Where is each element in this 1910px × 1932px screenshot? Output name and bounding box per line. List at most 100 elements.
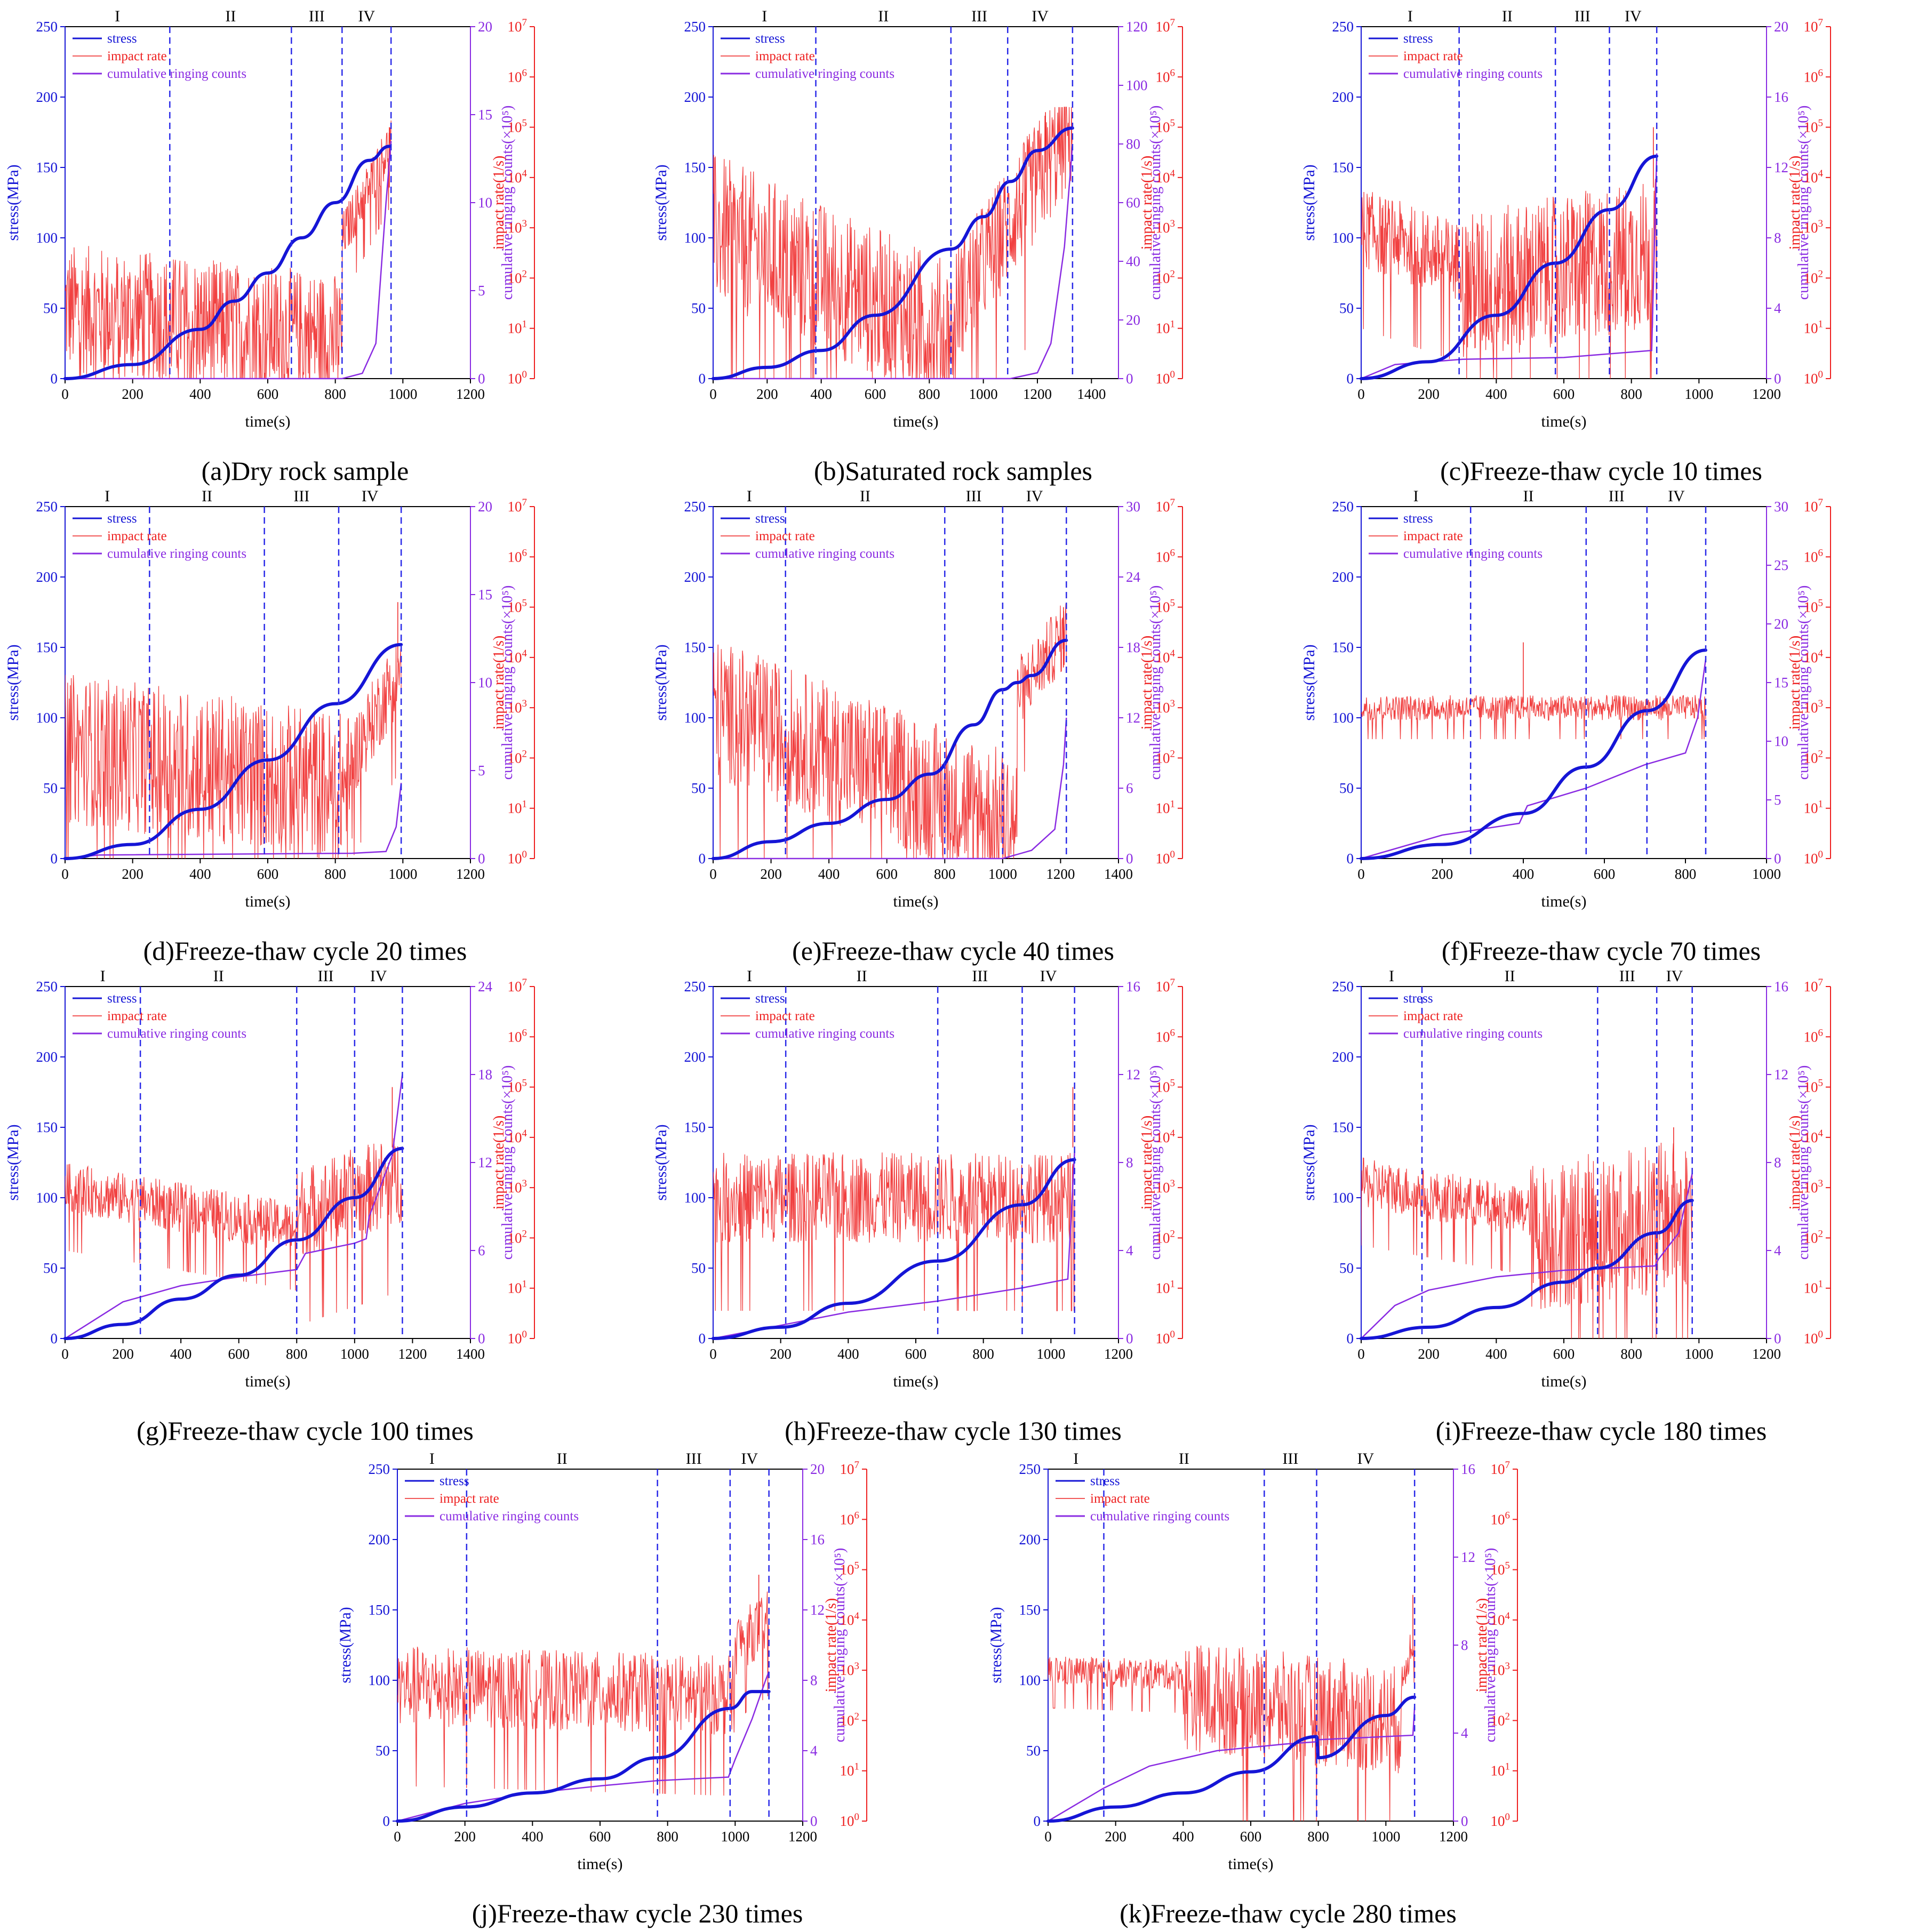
x-tick-label: 600 <box>257 866 279 882</box>
stress-tick-label: 150 <box>369 1602 390 1618</box>
legend-label: impact rate <box>439 1492 499 1506</box>
legend-label: cumulative ringing counts <box>107 1027 246 1041</box>
legend-label: cumulative ringing counts <box>107 547 246 561</box>
impact-rate-line <box>713 1152 1075 1311</box>
x-tick-label: 800 <box>1307 1829 1329 1845</box>
impact-axis-title: impact rate(1/s) <box>1787 636 1803 729</box>
stress-line <box>63 145 391 380</box>
stress-line <box>712 1158 1076 1340</box>
x-tick-label: 0 <box>709 1346 717 1362</box>
stage-label: II <box>878 7 889 25</box>
x-tick-label: 1200 <box>1023 386 1052 402</box>
impact-tick-label: 105 <box>508 1078 527 1095</box>
impact-tick-label: 101 <box>1156 319 1175 336</box>
stress-tick-label: 50 <box>43 1260 58 1276</box>
stress-tick-label: 100 <box>1332 710 1354 726</box>
x-tick-label: 1200 <box>1752 1346 1781 1362</box>
stress-tick-label: 0 <box>51 1330 58 1346</box>
impact-tick-label: 106 <box>1804 1027 1823 1045</box>
ringing-tick-label: 60 <box>1126 195 1140 211</box>
stress-tick-label: 250 <box>36 19 58 35</box>
impact-tick-label: 102 <box>1804 748 1823 766</box>
x-tick-label: 400 <box>1513 866 1535 882</box>
stress-tick-label: 0 <box>699 1330 706 1346</box>
chart-panel-e: 0 200 400 600 800 1000 1200 1400time(s)05010015… <box>652 487 1183 966</box>
stress-tick-label: 100 <box>1019 1672 1041 1688</box>
impact-tick-label: 101 <box>1156 799 1175 816</box>
panel-caption: (k)Freeze-thaw cycle 280 times <box>1120 1898 1457 1928</box>
impact-rate-line <box>1361 179 1657 379</box>
stress-tick-label: 250 <box>684 979 706 995</box>
stage-label: I <box>762 7 767 25</box>
impact-tick-label: 100 <box>1804 849 1823 867</box>
ringing-counts-line <box>65 1074 403 1340</box>
x-tick-label: 1000 <box>988 866 1017 882</box>
x-tick-label: 800 <box>286 1346 308 1362</box>
stress-axis-title: stress(MPa) <box>4 1124 22 1200</box>
impact-tick-label: 104 <box>508 648 528 666</box>
x-tick-label: 200 <box>1105 1829 1126 1845</box>
x-tick-label: 800 <box>324 866 346 882</box>
stress-tick-label: 200 <box>1019 1532 1041 1548</box>
stress-tick-label: 0 <box>383 1813 390 1829</box>
stage-label: III <box>1619 967 1635 985</box>
legend-label: impact rate <box>755 1009 815 1023</box>
stress-tick-label: 150 <box>1332 1119 1354 1135</box>
stage-label: I <box>115 7 120 25</box>
stress-tick-label: 250 <box>684 19 706 35</box>
ringing-axis-title: cumulative ringing counts(×10⁵) <box>499 1065 516 1260</box>
x-tick-label: 800 <box>1675 866 1697 882</box>
stage-label: II <box>202 487 212 505</box>
stage-label: I <box>747 967 752 985</box>
x-tick-label: 400 <box>1485 386 1507 402</box>
ringing-tick-label: 16 <box>1774 979 1788 995</box>
x-axis-title: time(s) <box>1541 893 1587 910</box>
impact-tick-label: 105 <box>1804 118 1823 135</box>
stage-label: III <box>293 487 309 505</box>
ringing-tick-label: 10 <box>478 195 492 211</box>
stress-tick-label: 200 <box>36 569 58 585</box>
ringing-tick-label: 4 <box>810 1743 818 1759</box>
x-tick-label: 400 <box>818 866 840 882</box>
impact-tick-label: 101 <box>508 1279 527 1296</box>
ringing-tick-label: 0 <box>1774 851 1781 867</box>
ringing-counts-line <box>1361 153 1658 380</box>
x-tick-label: 800 <box>918 386 940 402</box>
stress-tick-label: 250 <box>36 979 58 995</box>
impact-tick-label: 103 <box>508 1178 527 1196</box>
ringing-axis-title: cumulative ringing counts(×10⁵) <box>499 586 516 780</box>
impact-tick-label: 106 <box>1491 1510 1510 1527</box>
x-tick-label: 400 <box>1485 1346 1507 1362</box>
stress-axis-title: stress(MPa) <box>1300 1124 1318 1200</box>
stress-axis-title: stress(MPa) <box>337 1607 354 1683</box>
ringing-axis-title: cumulative ringing counts(×10⁵) <box>499 106 516 300</box>
x-tick-label: 600 <box>865 386 886 402</box>
stress-tick-label: 250 <box>1332 19 1354 35</box>
ringing-tick-label: 40 <box>1126 253 1140 269</box>
ringing-tick-label: 20 <box>1774 616 1788 632</box>
x-axis-title: time(s) <box>1228 1855 1274 1873</box>
ringing-tick-label: 12 <box>1774 159 1788 175</box>
stress-tick-label: 50 <box>1026 1743 1041 1759</box>
stage-label: I <box>1408 7 1413 25</box>
stress-tick-label: 200 <box>684 569 706 585</box>
impact-tick-label: 101 <box>1804 319 1823 336</box>
impact-tick-label: 103 <box>1804 1178 1823 1196</box>
ringing-tick-label: 12 <box>478 1155 492 1171</box>
legend-label: stress <box>107 31 137 46</box>
impact-tick-label: 104 <box>508 1128 528 1145</box>
stress-tick-label: 0 <box>699 851 706 867</box>
stage-label: II <box>1523 487 1534 505</box>
x-tick-label: 1400 <box>456 1346 485 1362</box>
impact-axis-title: impact rate(1/s) <box>1787 156 1803 250</box>
chart-panel-i: 0 200 400 600 800 1000 1200time(s)050100150200… <box>1300 967 1831 1446</box>
x-tick-label: 600 <box>589 1829 611 1845</box>
ringing-tick-label: 10 <box>478 675 492 691</box>
legend-label: cumulative ringing counts <box>755 67 894 81</box>
x-tick-label: 800 <box>1620 1346 1642 1362</box>
impact-tick-label: 100 <box>508 369 527 387</box>
ringing-tick-label: 6 <box>1126 780 1133 796</box>
stress-tick-label: 250 <box>684 499 706 515</box>
impact-tick-label: 104 <box>840 1610 860 1628</box>
impact-tick-label: 101 <box>1804 1279 1823 1296</box>
